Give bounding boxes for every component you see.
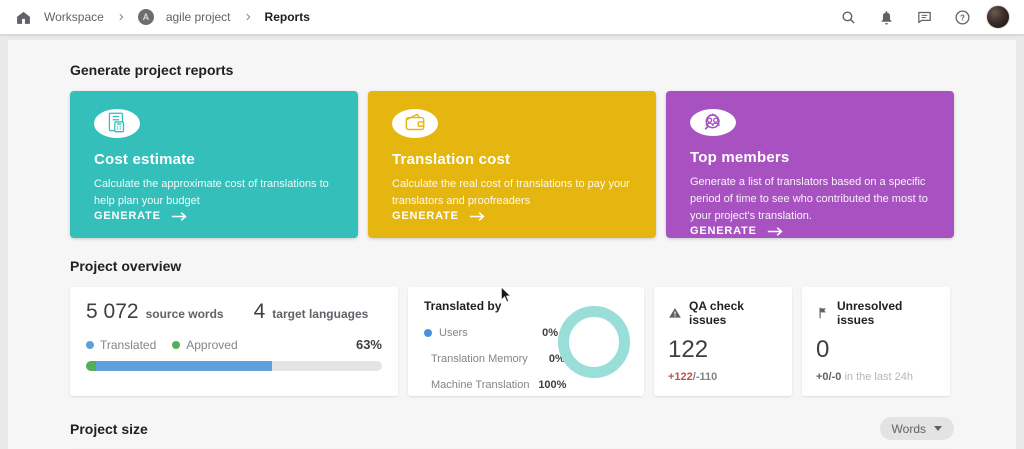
target-languages-value: 4 bbox=[253, 300, 266, 323]
qa-check-issues-card: QA check issues 122 +122/-110 bbox=[654, 287, 792, 396]
bell-icon[interactable] bbox=[872, 3, 900, 31]
breadcrumb-current-reports: Reports bbox=[264, 10, 310, 24]
qa-value: 122 bbox=[668, 336, 709, 363]
generate-button[interactable]: GENERATE bbox=[94, 210, 334, 222]
approved-progress-segment bbox=[86, 361, 97, 371]
reports-section-heading: Generate project reports bbox=[70, 62, 234, 78]
top-nav: Workspace A agile project Reports ? bbox=[0, 0, 1024, 34]
project-size-heading: Project size bbox=[70, 420, 148, 437]
qa-delta-minus: /-110 bbox=[692, 371, 718, 383]
chevron-down-icon bbox=[934, 426, 942, 431]
translated-percent: 63% bbox=[355, 337, 382, 352]
unresolved-title: Unresolved issues bbox=[837, 299, 903, 327]
cost-estimate-document-icon bbox=[94, 109, 140, 138]
unresolved-issues-card: Unresolved issues 0 +0/-0 in the last 24… bbox=[802, 287, 950, 396]
qa-title: QA check issues bbox=[689, 299, 744, 327]
wallet-icon bbox=[392, 109, 438, 138]
units-dropdown[interactable]: Words bbox=[879, 417, 954, 440]
help-icon[interactable]: ? bbox=[948, 3, 976, 31]
card-description: Calculate the approximate cost of transl… bbox=[94, 177, 329, 207]
qa-delta-plus: +122 bbox=[668, 371, 693, 383]
flag-icon bbox=[819, 307, 826, 319]
translated-by-donut-chart bbox=[558, 305, 630, 378]
report-card-translation-cost[interactable]: Translation cost Calculate the real cost… bbox=[368, 91, 656, 238]
unresolved-value: 0 bbox=[816, 336, 830, 363]
home-icon[interactable] bbox=[14, 8, 32, 26]
members-magnifier-icon bbox=[690, 109, 736, 136]
approved-dot bbox=[172, 340, 181, 349]
svg-text:?: ? bbox=[960, 13, 965, 22]
generate-button[interactable]: GENERATE bbox=[690, 225, 930, 237]
unresolved-delta-suffix: in the last 24h bbox=[844, 371, 913, 383]
chat-icon[interactable] bbox=[910, 3, 938, 31]
translated-by-title: Translated by bbox=[424, 299, 502, 313]
chevron-right-icon bbox=[116, 12, 126, 22]
target-languages-label: target languages bbox=[272, 307, 369, 321]
search-icon[interactable] bbox=[834, 3, 862, 31]
legend-row-translation-memory: Translation Memory 0% bbox=[431, 353, 565, 365]
overview-cards: 5 072 source words 4 target languages Tr… bbox=[70, 287, 954, 396]
approved-legend-label: Approved bbox=[186, 337, 238, 352]
report-cards: Cost estimate Calculate the approximate … bbox=[70, 91, 954, 238]
translated-by-card: Translated by Users 0% Translation Memor… bbox=[408, 287, 644, 396]
card-title: Cost estimate bbox=[94, 150, 195, 168]
main-content: Generate project reports Cost estimate C… bbox=[8, 40, 1016, 449]
legend-row-machine-translation: Machine Translation 100% bbox=[431, 379, 567, 391]
translated-legend-label: Translated bbox=[100, 337, 157, 352]
arrow-right-icon bbox=[171, 211, 187, 221]
arrow-right-icon bbox=[469, 211, 485, 221]
users-dot bbox=[424, 329, 432, 337]
translated-dot bbox=[86, 340, 94, 349]
chevron-right-icon bbox=[243, 12, 253, 22]
card-description: Generate a list of translators based on … bbox=[690, 176, 928, 223]
warning-icon bbox=[669, 308, 681, 318]
card-title: Top members bbox=[690, 149, 790, 166]
units-dropdown-value: Words bbox=[891, 421, 926, 436]
legend-row-users: Users 0% bbox=[424, 327, 558, 339]
source-words-value: 5 072 bbox=[86, 300, 139, 323]
card-title: Translation cost bbox=[392, 150, 511, 168]
breadcrumb-project[interactable]: agile project bbox=[165, 10, 231, 24]
arrow-right-icon bbox=[767, 226, 783, 236]
generate-button[interactable]: GENERATE bbox=[392, 210, 632, 222]
nav-actions: ? bbox=[834, 3, 1010, 31]
report-card-top-members[interactable]: Top members Generate a list of translato… bbox=[666, 91, 954, 238]
breadcrumb: Workspace A agile project Reports bbox=[14, 8, 310, 26]
overview-section-heading: Project overview bbox=[70, 258, 182, 274]
translation-progress-bar bbox=[86, 361, 382, 371]
report-card-cost-estimate[interactable]: Cost estimate Calculate the approximate … bbox=[70, 91, 358, 238]
user-avatar[interactable] bbox=[986, 5, 1010, 29]
overview-stats-card: 5 072 source words 4 target languages Tr… bbox=[70, 287, 398, 396]
source-words-label: source words bbox=[145, 307, 224, 321]
breadcrumb-workspace[interactable]: Workspace bbox=[44, 10, 104, 24]
translated-progress-segment bbox=[96, 361, 273, 371]
project-size-header: Project size Words bbox=[70, 417, 954, 440]
project-avatar[interactable]: A bbox=[137, 9, 154, 25]
card-description: Calculate the real cost of translations … bbox=[392, 177, 630, 207]
progress-legend: Translated Approved 63% bbox=[86, 337, 382, 352]
unresolved-delta: +0/-0 bbox=[816, 371, 842, 383]
